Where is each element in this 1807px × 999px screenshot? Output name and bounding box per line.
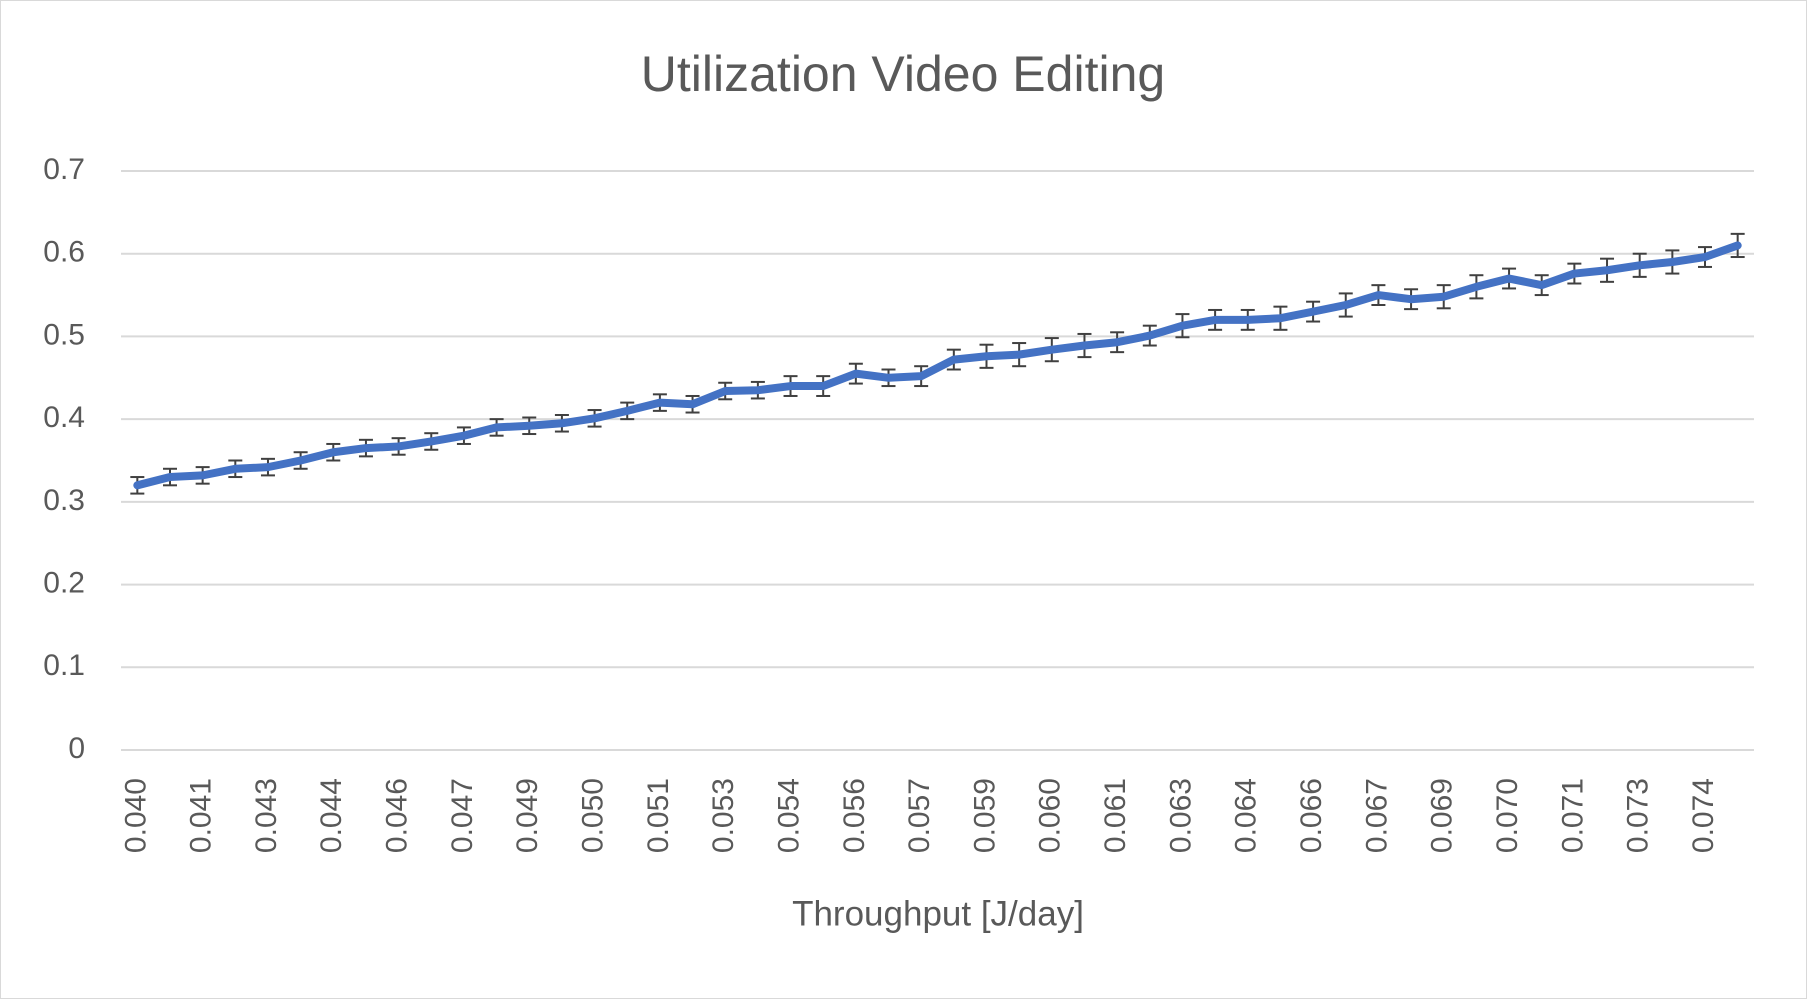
x-axis-title: Throughput [J/day] bbox=[792, 894, 1084, 933]
x-tick-label: 0.041 bbox=[185, 778, 218, 853]
x-tick-label: 0.066 bbox=[1295, 778, 1328, 853]
x-tick-label: 0.054 bbox=[772, 778, 805, 853]
y-tick-label: 0.3 bbox=[43, 484, 85, 517]
x-tick-label: 0.040 bbox=[119, 778, 152, 853]
x-tick-label: 0.044 bbox=[315, 778, 348, 853]
x-tick-label: 0.051 bbox=[642, 778, 675, 853]
y-tick-label: 0.5 bbox=[43, 318, 85, 351]
x-tick-label: 0.056 bbox=[838, 778, 871, 853]
x-tick-label: 0.053 bbox=[707, 778, 740, 853]
x-tick-label: 0.069 bbox=[1426, 778, 1459, 853]
x-tick-label: 0.063 bbox=[1164, 778, 1197, 853]
y-tick-label: 0.2 bbox=[43, 566, 85, 599]
x-tick-label: 0.073 bbox=[1622, 778, 1655, 853]
y-tick-label: 0 bbox=[68, 732, 85, 765]
x-tick-label: 0.043 bbox=[250, 778, 283, 853]
chart-title: Utilization Video Editing bbox=[641, 46, 1165, 102]
x-tick-label: 0.067 bbox=[1360, 778, 1393, 853]
y-tick-label: 0.6 bbox=[43, 236, 85, 269]
x-tick-label: 0.074 bbox=[1687, 778, 1720, 853]
y-tick-label: 0.1 bbox=[43, 649, 85, 682]
x-tick-label: 0.046 bbox=[381, 778, 414, 853]
x-tick-label: 0.047 bbox=[446, 778, 479, 853]
x-tick-label: 0.060 bbox=[1034, 778, 1067, 853]
x-tick-label: 0.071 bbox=[1556, 778, 1589, 853]
x-tick-label: 0.059 bbox=[968, 778, 1001, 853]
x-tick-label: 0.057 bbox=[903, 778, 936, 853]
x-tick-label: 0.070 bbox=[1491, 778, 1524, 853]
y-tick-label: 0.4 bbox=[43, 401, 85, 434]
x-tick-label: 0.064 bbox=[1230, 778, 1263, 853]
x-tick-label: 0.050 bbox=[576, 778, 609, 853]
line bbox=[133, 241, 1742, 490]
x-tick-label: 0.061 bbox=[1099, 778, 1132, 853]
y-tick-label: 0.7 bbox=[43, 153, 85, 186]
x-tick-label: 0.049 bbox=[511, 778, 544, 853]
